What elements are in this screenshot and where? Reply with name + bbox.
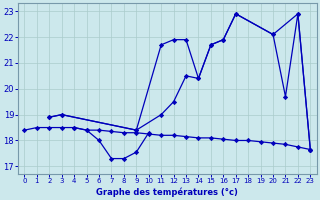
X-axis label: Graphe des températures (°c): Graphe des températures (°c) <box>96 187 238 197</box>
